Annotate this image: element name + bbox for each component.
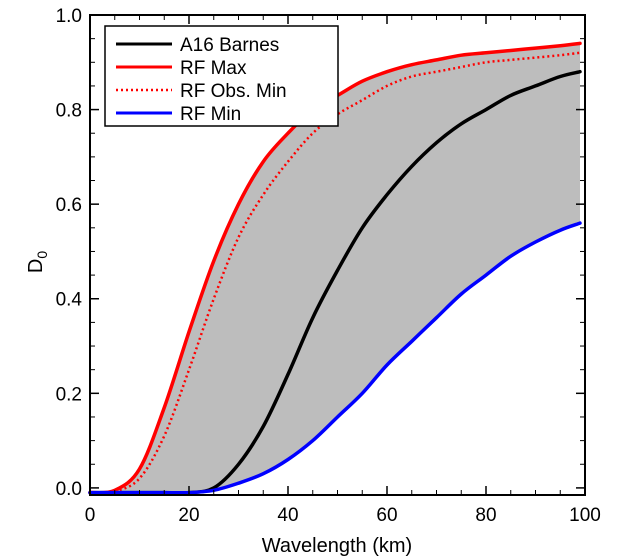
y-tick-label: 0.6 <box>56 195 82 216</box>
legend-label-rf-max: RF Max <box>180 58 247 79</box>
x-tick-label: 0 <box>85 505 96 526</box>
legend: A16 Barnes RF Max RF Obs. Min RF Min <box>104 25 339 127</box>
y-axis-label: D0 <box>25 251 50 273</box>
x-tick-label: 40 <box>277 505 298 526</box>
y-axis-label-subscript: 0 <box>34 251 50 259</box>
x-tick-label: 80 <box>475 505 496 526</box>
y-tick-label: 1.0 <box>56 6 82 27</box>
y-tick-label: 0.4 <box>56 290 83 311</box>
shaded-band <box>90 43 580 493</box>
y-tick-label: 0.8 <box>56 101 82 122</box>
tick-layer: 0 20 40 60 80 100 0.0 0.2 0.4 0.6 0.8 1.0 <box>56 6 601 526</box>
x-axis-label: Wavelength (km) <box>262 535 412 557</box>
x-tick-label: 20 <box>178 505 199 526</box>
series-line-rf-min <box>88 221 582 495</box>
y-axis-label-main: D <box>25 259 47 273</box>
y-tick-label: 0.2 <box>56 384 82 405</box>
x-tick-label: 60 <box>376 505 397 526</box>
shaded-region-layer <box>90 43 580 493</box>
x-tick-label: 100 <box>569 505 601 526</box>
y-tick-label: 0.0 <box>56 479 82 500</box>
legend-label-a16-barnes: A16 Barnes <box>180 35 279 56</box>
legend-label-rf-obs-min: RF Obs. Min <box>180 81 287 102</box>
legend-label-rf-min: RF Min <box>180 104 241 125</box>
